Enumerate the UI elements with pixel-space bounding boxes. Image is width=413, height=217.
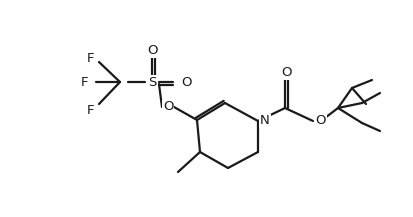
Text: O: O: [281, 66, 291, 79]
Text: O: O: [163, 100, 173, 113]
Text: F: F: [81, 76, 89, 89]
Text: F: F: [87, 104, 95, 117]
Text: O: O: [316, 115, 326, 128]
Text: N: N: [260, 115, 270, 128]
Text: O: O: [147, 44, 157, 58]
Text: S: S: [148, 76, 156, 89]
Text: F: F: [87, 51, 95, 64]
Text: O: O: [182, 76, 192, 89]
